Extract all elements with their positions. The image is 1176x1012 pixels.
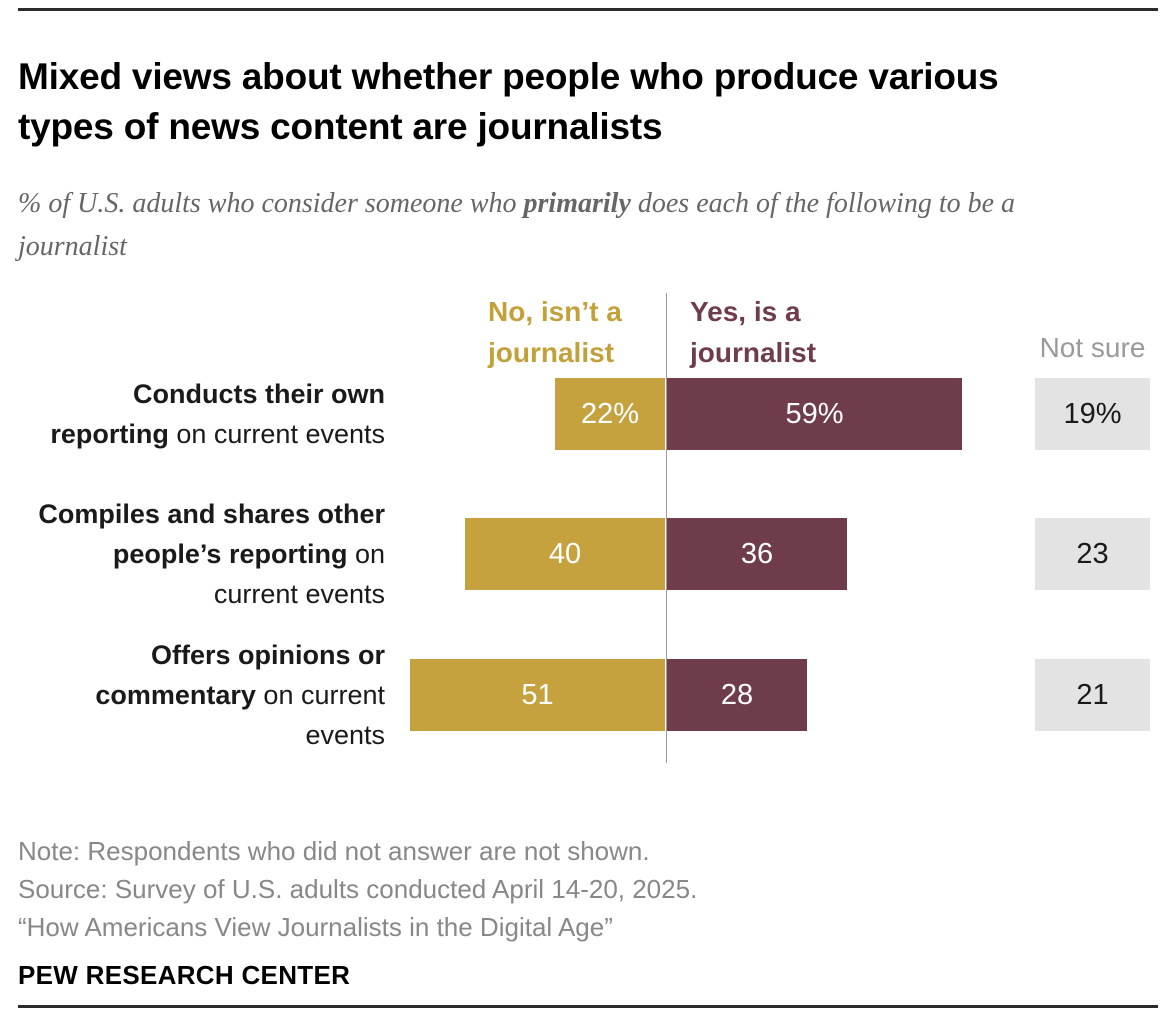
top-rule [18,8,1158,11]
not-sure-value-label: 23 [1076,537,1109,570]
bar-value-label: 28 [720,678,754,711]
pew-research-center-brand: PEW RESEARCH CENTER [18,960,351,990]
category-label-rest: on current events [168,419,385,449]
center-axis-line [666,293,667,763]
category-label-offers-opinions: Offers opinions or commentary on current… [28,640,385,750]
subtitle-suffix: does each of the following to be a journ… [18,188,1016,262]
note-line: Note: Respondents who did not answer are… [18,836,650,866]
not-sure-box-row3: 21 [1035,659,1150,731]
bar-value-label: 59% [785,397,844,430]
chart-subtitle: % of U.S. adults who consider someone wh… [18,182,1078,268]
legend-yes-line2: journalist [690,337,817,368]
legend-not-sure: Not sure [1039,332,1146,363]
category-label-bold: Compiles and shares other people’s repor… [38,499,385,569]
bar-value-label: 40 [548,537,582,570]
legend-yes-line1: Yes, is a [690,296,801,327]
bar-no-row1: 22% [555,378,665,450]
subtitle-bold-word: primarily [523,188,631,219]
bar-no-row3: 51 [410,659,665,731]
not-sure-box-row2: 23 [1035,518,1150,590]
category-label-bold: Offers opinions or commentary [95,640,385,710]
chart-title: Mixed views about whether people who pro… [18,56,999,147]
category-label-conducts-reporting: Conducts their own reporting on current … [28,378,385,450]
legend-no-line2: journalist [488,337,615,368]
legend-no-journalist: No, isn’t a journalist [488,291,622,373]
not-sure-value-label: 21 [1076,678,1109,711]
bar-yes-row3: 28 [667,659,807,731]
not-sure-value-label: 19% [1063,397,1122,430]
category-label-bold: Conducts their own reporting [50,379,385,449]
legend-no-line1: No, isn’t a [488,296,622,327]
category-label-rest: on current events [213,539,385,609]
category-label-rest: on current events [255,680,385,750]
bar-yes-row1: 59% [667,378,962,450]
bar-value-label: 22% [580,397,640,430]
category-label-compiles-shares: Compiles and shares other people’s repor… [28,499,385,609]
bar-no-row2: 40 [465,518,665,590]
bar-yes-row2: 36 [667,518,847,590]
bar-value-label: 36 [740,537,774,570]
citation-line: “How Americans View Journalists in the D… [18,912,613,942]
bottom-rule [18,1005,1158,1008]
legend-yes-journalist: Yes, is a journalist [690,291,816,373]
source-line: Source: Survey of U.S. adults conducted … [18,874,698,904]
subtitle-prefix: % of U.S. adults who consider someone wh… [18,188,524,219]
footnotes: Note: Respondents who did not answer are… [18,832,697,946]
bar-value-label: 51 [521,678,554,711]
not-sure-box-row1: 19% [1035,378,1150,450]
